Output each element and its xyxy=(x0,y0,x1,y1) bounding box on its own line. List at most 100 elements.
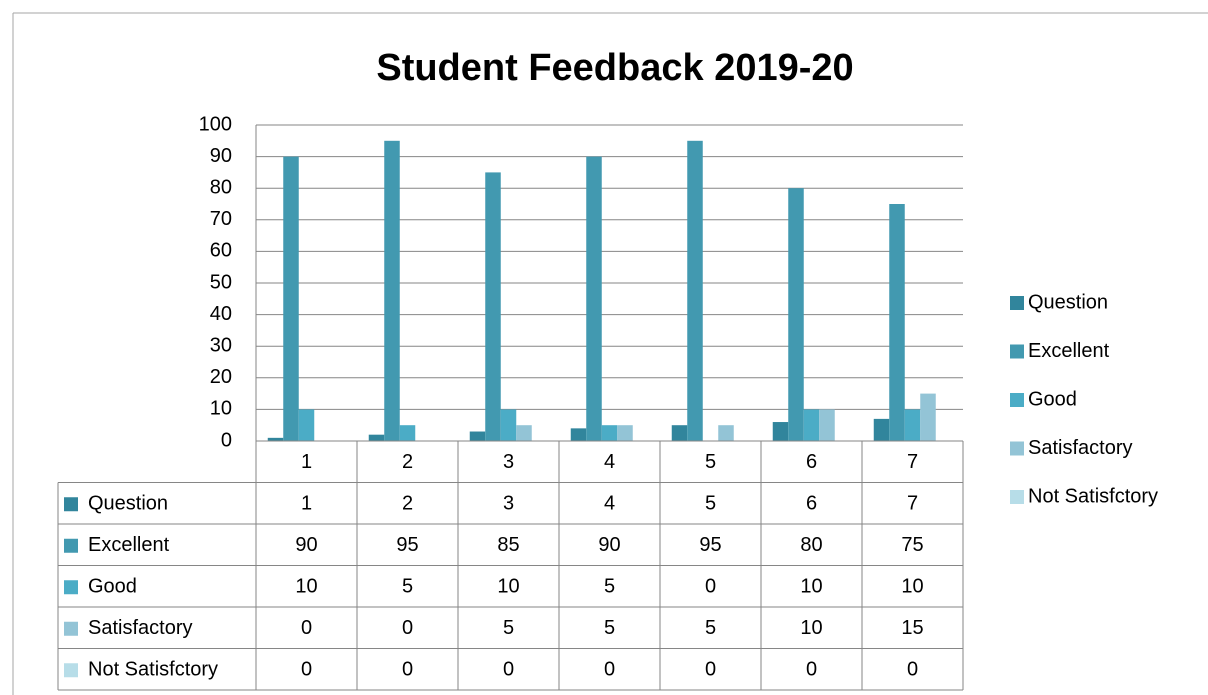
chart-title: Student Feedback 2019-20 xyxy=(376,47,853,89)
table-cell: 6 xyxy=(806,493,817,515)
y-tick-label: 100 xyxy=(199,113,232,135)
table-cell: 0 xyxy=(705,576,716,598)
table-cell: 4 xyxy=(604,493,615,515)
legend-key xyxy=(1010,393,1024,407)
table-cell: 95 xyxy=(699,534,721,556)
table-cell: 10 xyxy=(800,576,822,598)
legend-label: Good xyxy=(1028,388,1077,410)
y-tick-label: 50 xyxy=(210,271,232,293)
y-tick-label: 30 xyxy=(210,334,232,356)
legend-label: Excellent xyxy=(1028,340,1110,362)
table-cell: 3 xyxy=(503,493,514,515)
legend-label: Question xyxy=(1028,291,1108,313)
table-legend-key xyxy=(64,663,78,678)
bar xyxy=(718,425,734,441)
bar xyxy=(601,425,618,441)
y-tick-label: 10 xyxy=(210,398,232,420)
bar xyxy=(819,409,835,441)
table-cell: 7 xyxy=(907,493,918,515)
bar xyxy=(889,204,905,441)
legend-key xyxy=(1010,490,1024,504)
table-cell: 10 xyxy=(901,576,923,598)
x-tick-label: 2 xyxy=(402,451,413,473)
x-tick-label: 7 xyxy=(907,451,918,473)
bar xyxy=(570,428,587,441)
table-cell: 80 xyxy=(800,534,822,556)
y-tick-label: 80 xyxy=(210,176,232,198)
table-row-label: Good xyxy=(88,576,137,598)
bar xyxy=(516,425,532,441)
bar xyxy=(469,431,486,441)
y-tick-label: 40 xyxy=(210,303,232,325)
x-tick-label: 5 xyxy=(705,451,716,473)
legend-label: Satisfactory xyxy=(1028,437,1132,459)
table-cell: 0 xyxy=(301,659,312,681)
legend-key xyxy=(1010,344,1024,359)
table-cell: 0 xyxy=(705,659,716,681)
table-cell: 0 xyxy=(907,659,918,681)
table-legend-key xyxy=(64,621,78,636)
legend-key xyxy=(1010,296,1024,310)
table-cell: 10 xyxy=(497,576,519,598)
table-cell: 15 xyxy=(901,617,923,639)
bar xyxy=(384,140,400,442)
table-cell: 2 xyxy=(402,493,413,515)
table-cell: 1 xyxy=(301,493,312,515)
table-row-label: Not Satisfctory xyxy=(88,659,218,681)
y-tick-label: 20 xyxy=(210,366,232,388)
table-cell: 0 xyxy=(604,659,615,681)
y-tick-label: 0 xyxy=(221,429,232,451)
table-legend-key xyxy=(64,538,78,553)
table-cell: 5 xyxy=(503,617,514,639)
bar xyxy=(485,172,501,441)
x-tick-label: 6 xyxy=(806,451,817,473)
table-cell: 5 xyxy=(604,617,615,639)
table-cell: 5 xyxy=(705,617,716,639)
table-legend-key xyxy=(64,497,78,512)
table-row-label: Question xyxy=(88,493,168,515)
x-tick-label: 1 xyxy=(301,451,312,473)
bar xyxy=(399,425,416,441)
legend-label: Not Satisfctory xyxy=(1028,485,1158,507)
y-tick-label: 70 xyxy=(210,208,232,230)
bar xyxy=(586,156,602,441)
bar xyxy=(687,140,703,442)
table-cell: 0 xyxy=(402,617,413,639)
bar xyxy=(904,409,921,441)
table-cell: 95 xyxy=(396,534,418,556)
table-legend-key xyxy=(64,580,78,595)
legend-key xyxy=(1010,441,1024,456)
table-cell: 0 xyxy=(806,659,817,681)
x-tick-label: 4 xyxy=(604,451,615,473)
y-tick-label: 60 xyxy=(210,240,232,262)
bar xyxy=(283,156,299,441)
table-cell: 5 xyxy=(402,576,413,598)
table-cell: 75 xyxy=(901,534,923,556)
bar xyxy=(500,409,517,441)
x-tick-label: 3 xyxy=(503,451,514,473)
table-cell: 90 xyxy=(295,534,317,556)
table-row-label: Satisfactory xyxy=(88,617,192,639)
bar xyxy=(368,434,385,441)
table-cell: 10 xyxy=(800,617,822,639)
table-cell: 10 xyxy=(295,576,317,598)
table-row-label: Excellent xyxy=(88,534,170,556)
bar xyxy=(788,188,804,441)
bar xyxy=(772,422,789,441)
table-cell: 0 xyxy=(402,659,413,681)
bar xyxy=(873,418,890,441)
table-cell: 85 xyxy=(497,534,519,556)
table-cell: 5 xyxy=(705,493,716,515)
bar xyxy=(617,425,633,441)
bar xyxy=(803,409,820,441)
y-tick-label: 90 xyxy=(210,145,232,167)
table-cell: 0 xyxy=(301,617,312,639)
bar xyxy=(920,393,936,441)
table-cell: 5 xyxy=(604,576,615,598)
bar xyxy=(267,437,284,441)
bar xyxy=(298,409,315,441)
bar xyxy=(671,425,688,441)
table-cell: 0 xyxy=(503,659,514,681)
table-cell: 90 xyxy=(598,534,620,556)
